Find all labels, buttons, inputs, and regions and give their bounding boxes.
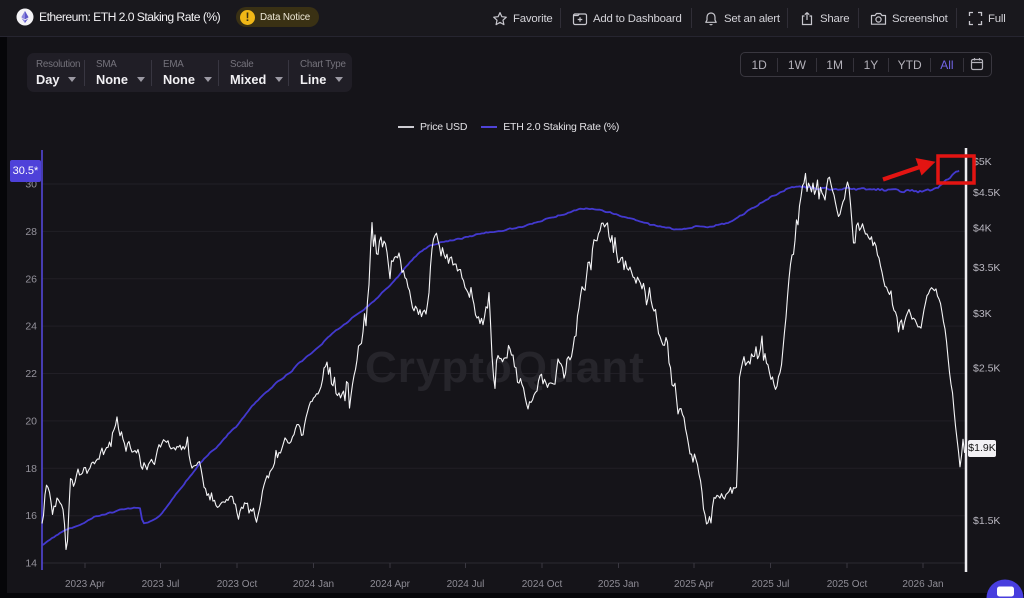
svg-text:2024 Apr: 2024 Apr: [370, 579, 411, 590]
svg-text:CryptoQuant: CryptoQuant: [365, 343, 645, 392]
svg-text:2026 Jan: 2026 Jan: [902, 579, 943, 590]
svg-text:2025 Jan: 2025 Jan: [598, 579, 639, 590]
svg-text:2025 Oct: 2025 Oct: [827, 579, 868, 590]
svg-text:2025 Jul: 2025 Jul: [752, 579, 790, 590]
svg-text:2023 Oct: 2023 Oct: [217, 579, 258, 590]
svg-text:20: 20: [25, 415, 37, 427]
svg-text:22: 22: [25, 368, 37, 380]
svg-text:24: 24: [25, 321, 37, 333]
svg-text:28: 28: [25, 226, 37, 238]
svg-text:$4.5K: $4.5K: [973, 187, 1000, 199]
svg-text:$3K: $3K: [973, 308, 992, 320]
svg-text:2025 Apr: 2025 Apr: [674, 579, 715, 590]
svg-text:18: 18: [25, 463, 37, 475]
svg-text:$2.5K: $2.5K: [973, 363, 1000, 375]
svg-text:$1.5K: $1.5K: [973, 515, 1000, 527]
svg-text:2023 Jul: 2023 Jul: [142, 579, 180, 590]
svg-text:2024 Jul: 2024 Jul: [447, 579, 485, 590]
svg-text:$5K: $5K: [973, 156, 992, 168]
svg-text:$3.5K: $3.5K: [973, 262, 1000, 274]
svg-text:$4K: $4K: [973, 222, 992, 234]
svg-text:26: 26: [25, 273, 37, 285]
svg-text:2024 Oct: 2024 Oct: [522, 579, 563, 590]
svg-text:14: 14: [25, 558, 37, 570]
svg-text:30: 30: [25, 179, 37, 191]
svg-text:2023 Apr: 2023 Apr: [65, 579, 106, 590]
svg-text:16: 16: [25, 510, 37, 522]
svg-text:2024 Jan: 2024 Jan: [293, 579, 334, 590]
